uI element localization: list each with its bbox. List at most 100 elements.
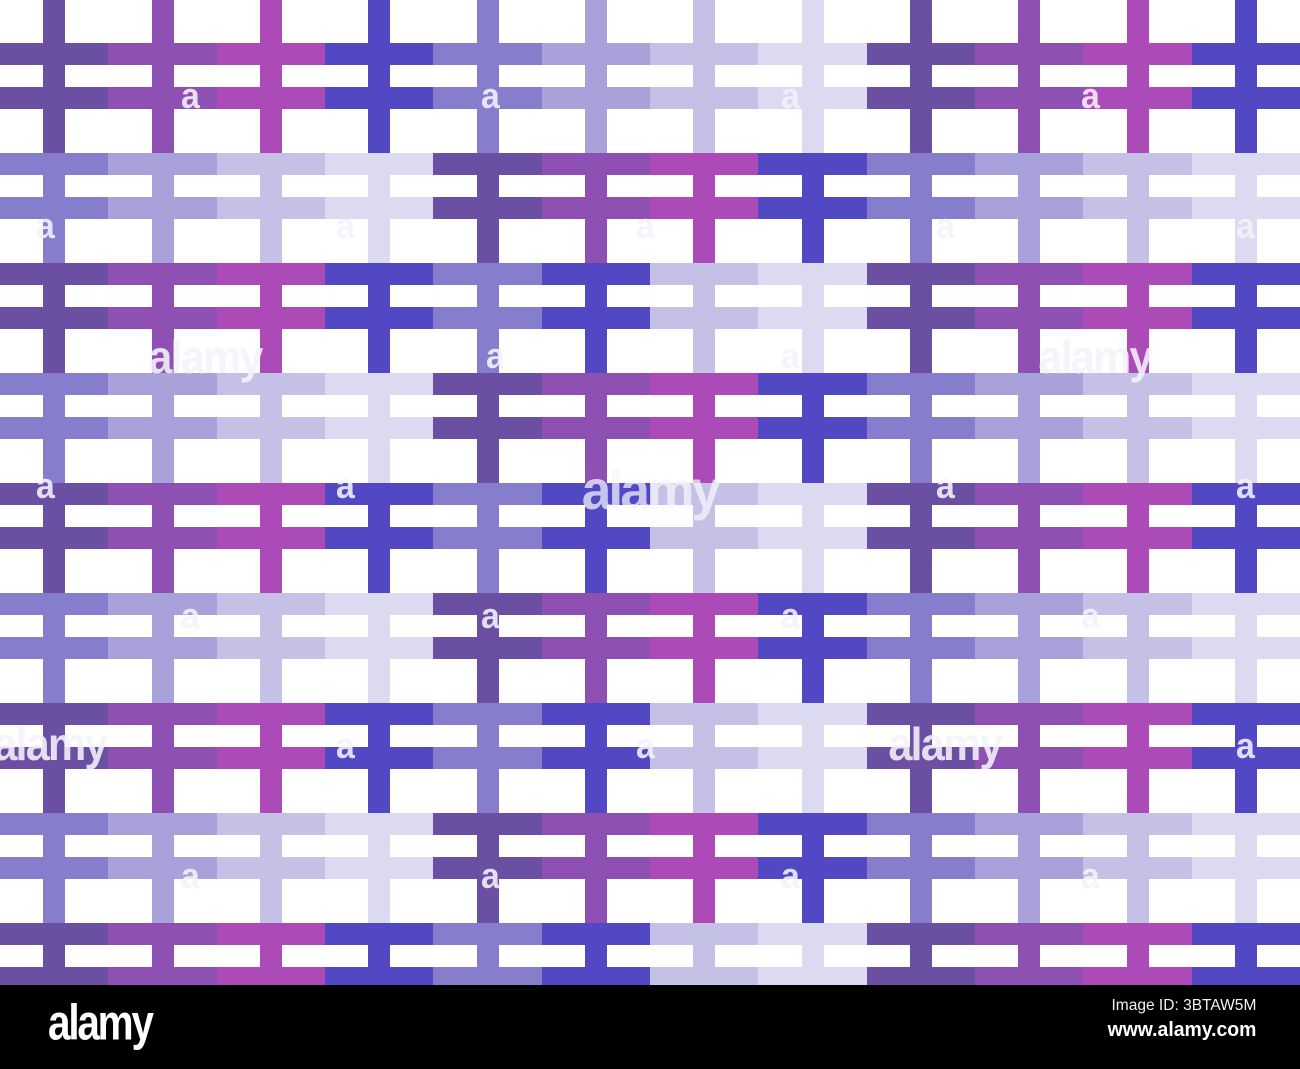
pattern-hbar-segment [108, 263, 218, 285]
pattern-hbar-segment [975, 857, 1084, 879]
plaid-pattern-layer [0, 0, 1300, 985]
pattern-hbar-segment [650, 483, 759, 505]
pattern-hbar-segment [866, 703, 976, 725]
pattern-hbar-segment [1083, 417, 1193, 439]
pattern-hbar-segment [1191, 263, 1300, 285]
pattern-hbar-segment [1083, 813, 1193, 835]
pattern-hbar-segment [0, 747, 109, 769]
pattern-hbar-segment [108, 307, 218, 329]
pattern-hbar-segment [650, 417, 759, 439]
pattern-hbar-segment [758, 307, 868, 329]
pattern-hbar-segment [325, 857, 434, 879]
pattern-hbar-segment [108, 747, 218, 769]
pattern-hbar-segment [108, 87, 218, 109]
pattern-hbar-segment [758, 593, 868, 615]
pattern-hbar-segment [216, 703, 326, 725]
pattern-hbar-segment [866, 483, 976, 505]
pattern-hbar-segment [1191, 483, 1300, 505]
pattern-hbar-segment [325, 813, 434, 835]
pattern-hbar-segment [0, 703, 109, 725]
pattern-hbar-segment [541, 483, 651, 505]
pattern-hbar-segment [975, 747, 1084, 769]
pattern-hbar-segment [325, 153, 434, 175]
pattern-hbar-segment [433, 263, 543, 285]
pattern-hbar-segment [650, 263, 759, 285]
pattern-hbar-segment [650, 307, 759, 329]
pattern-hbar-segment [541, 373, 651, 395]
pattern-hbar-segment [1191, 967, 1300, 985]
pattern-hbar-segment [216, 527, 326, 549]
pattern-hbar-segment [216, 417, 326, 439]
pattern-hbar-segment [325, 483, 434, 505]
pattern-hbar-segment [975, 263, 1084, 285]
pattern-hbar-segment [108, 967, 218, 985]
pattern-hbar-segment [758, 967, 868, 985]
pattern-hbar-segment [975, 197, 1084, 219]
pattern-hbar-segment [541, 527, 651, 549]
pattern-hbar-segment [0, 527, 109, 549]
pattern-hbar-segment [325, 197, 434, 219]
footer-bar: alamy Image ID: 3BTAW5M www.alamy.com [0, 985, 1300, 1069]
pattern-hbar-segment [541, 857, 651, 879]
pattern-hbar-segment [216, 373, 326, 395]
pattern-hbar-segment [650, 153, 759, 175]
pattern-hbar-segment [325, 417, 434, 439]
pattern-hbar-segment [325, 593, 434, 615]
pattern-hbar-segment [975, 703, 1084, 725]
pattern-hbar-segment [433, 43, 543, 65]
pattern-hbar-segment [1083, 593, 1193, 615]
pattern-hbar-segment [433, 197, 543, 219]
pattern-hbar-segment [650, 813, 759, 835]
pattern-hbar-segment [108, 153, 218, 175]
pattern-hbar-segment [975, 153, 1084, 175]
pattern-hbar-segment [1083, 263, 1193, 285]
pattern-hbar-segment [108, 197, 218, 219]
pattern-vbar-segment [584, 0, 607, 153]
pattern-hbar-segment [216, 153, 326, 175]
pattern-hbar-segment [1191, 813, 1300, 835]
pattern-hbar-segment [866, 637, 976, 659]
pattern-hbar-segment [108, 417, 218, 439]
pattern-hbar-segment [650, 967, 759, 985]
pattern-hbar-segment [650, 747, 759, 769]
pattern-hbar-segment [433, 967, 543, 985]
pattern-hbar-segment [758, 417, 868, 439]
pattern-hbar-segment [758, 153, 868, 175]
pattern-hbar-segment [108, 483, 218, 505]
pattern-hbar-segment [325, 307, 434, 329]
pattern-hbar-segment [975, 923, 1084, 945]
pattern-hbar-segment [541, 967, 651, 985]
pattern-vbar-segment [1126, 0, 1149, 153]
pattern-hbar-segment [325, 923, 434, 945]
pattern-hbar-segment [1083, 87, 1193, 109]
pattern-hbar-segment [758, 483, 868, 505]
pattern-hbar-segment [1191, 153, 1300, 175]
alamy-logo: alamy [48, 994, 154, 1051]
pattern-vbar-segment [259, 0, 282, 153]
pattern-hbar-segment [541, 307, 651, 329]
pattern-hbar-segment [866, 263, 976, 285]
pattern-hbar-segment [866, 417, 976, 439]
pattern-hbar-segment [1083, 637, 1193, 659]
pattern-vbar-segment [909, 0, 932, 153]
pattern-hbar-segment [216, 813, 326, 835]
pattern-hbar-segment [1083, 483, 1193, 505]
pattern-hbar-segment [866, 923, 976, 945]
pattern-vbar-segment [801, 0, 824, 153]
pattern-hbar-segment [216, 307, 326, 329]
alamy-url: www.alamy.com [1107, 1019, 1256, 1041]
pattern-hbar-segment [650, 923, 759, 945]
pattern-hbar-segment [108, 923, 218, 945]
pattern-hbar-segment [975, 87, 1084, 109]
pattern-hbar-segment [1083, 967, 1193, 985]
pattern-hbar-segment [0, 307, 109, 329]
pattern-hbar-segment [975, 637, 1084, 659]
pattern-hbar-segment [975, 527, 1084, 549]
pattern-hbar-segment [650, 857, 759, 879]
pattern-hbar-segment [108, 43, 218, 65]
pattern-hbar-segment [433, 307, 543, 329]
pattern-hbar-segment [866, 527, 976, 549]
pattern-vbar-segment [1234, 0, 1257, 153]
pattern-hbar-segment [433, 417, 543, 439]
pattern-hbar-segment [1191, 593, 1300, 615]
